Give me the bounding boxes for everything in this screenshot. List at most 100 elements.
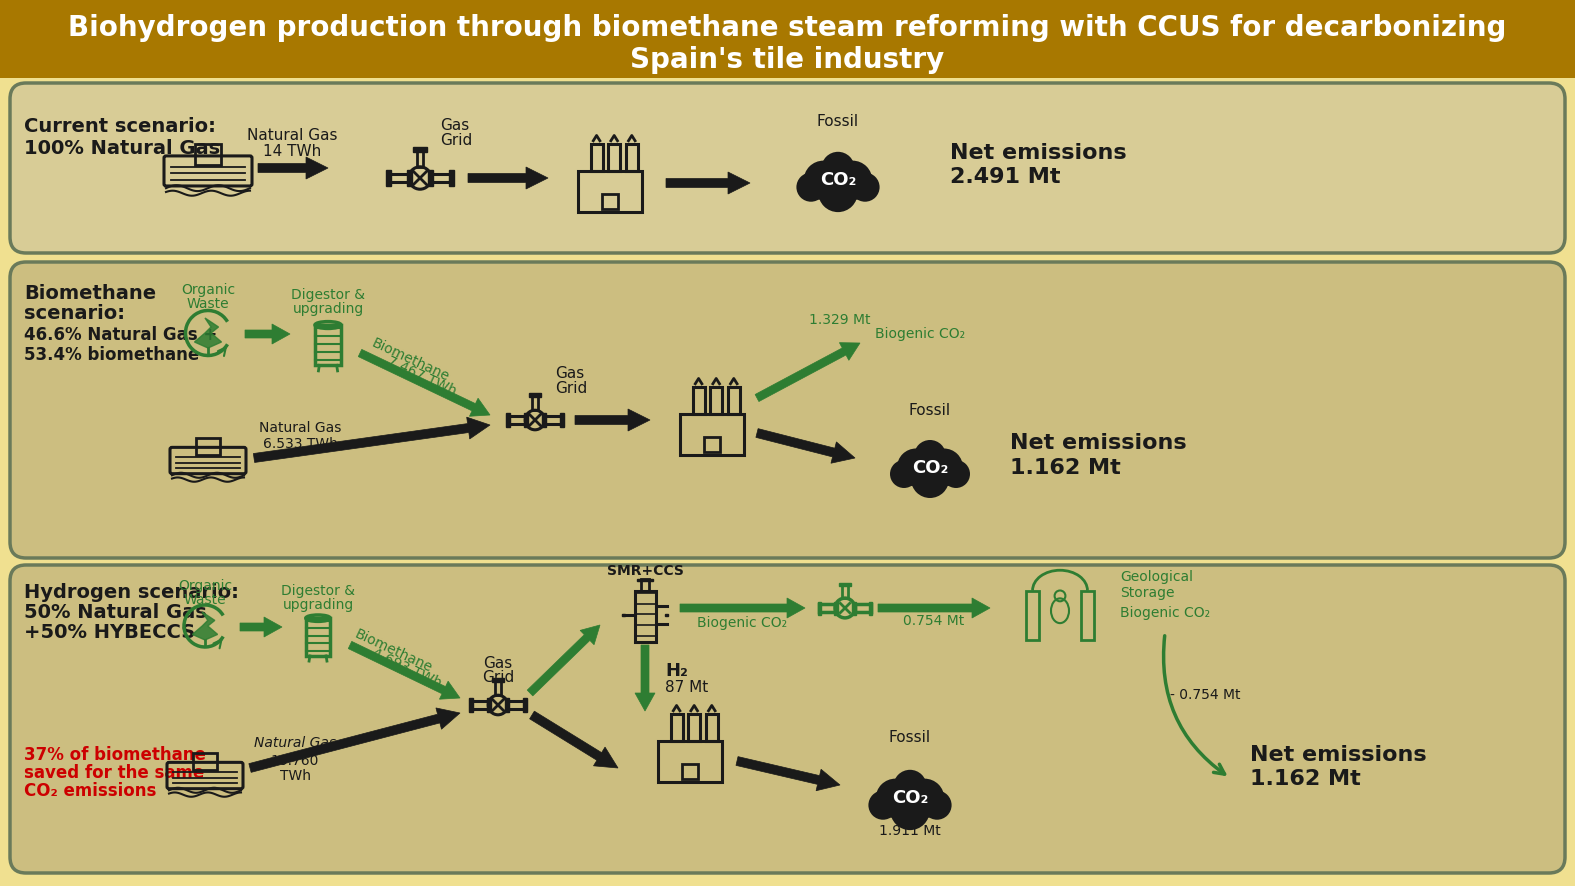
Bar [529, 393, 542, 397]
Text: Net emissions: Net emissions [950, 143, 1126, 163]
Bar [487, 698, 491, 712]
Bar [622, 614, 625, 616]
FancyArrow shape [348, 641, 460, 699]
Bar [507, 701, 526, 709]
Text: Organic: Organic [181, 283, 235, 297]
FancyArrow shape [575, 409, 650, 431]
FancyArrow shape [239, 617, 282, 637]
Bar [417, 149, 424, 167]
Bar [658, 741, 721, 781]
Text: Storage: Storage [1120, 586, 1175, 600]
Bar [506, 698, 509, 712]
FancyBboxPatch shape [9, 262, 1566, 558]
Bar [315, 325, 342, 365]
Circle shape [942, 460, 970, 488]
Text: 14 TWh: 14 TWh [263, 144, 321, 159]
Text: Biogenic CO₂: Biogenic CO₂ [1120, 606, 1210, 620]
Text: 4.693 TWh: 4.693 TWh [370, 646, 444, 690]
Text: Organic: Organic [178, 579, 232, 593]
Bar [839, 582, 850, 586]
Bar [693, 387, 704, 414]
Text: Digestor &: Digestor & [291, 288, 365, 302]
Bar [704, 437, 720, 453]
Text: 7.467 TWh: 7.467 TWh [386, 354, 458, 398]
Bar [625, 144, 638, 171]
Bar [641, 579, 649, 591]
Text: Biogenic CO₂: Biogenic CO₂ [876, 327, 965, 341]
Bar [306, 618, 331, 656]
Circle shape [803, 160, 843, 200]
Bar [578, 171, 641, 212]
Circle shape [898, 448, 936, 486]
Text: Biomethane: Biomethane [24, 284, 156, 302]
Bar [665, 614, 668, 616]
Text: CO₂: CO₂ [891, 789, 928, 807]
FancyArrow shape [249, 708, 460, 773]
Circle shape [797, 173, 825, 202]
FancyArrow shape [358, 349, 490, 416]
Text: Geological: Geological [1120, 570, 1192, 584]
Text: 1.329 Mt: 1.329 Mt [810, 313, 871, 327]
Bar [428, 170, 433, 186]
Text: 1.162 Mt: 1.162 Mt [1251, 769, 1361, 789]
Text: Natural Gas: Natural Gas [258, 421, 342, 435]
Text: 87 Mt: 87 Mt [665, 680, 709, 695]
FancyArrow shape [254, 417, 490, 462]
Text: Natural Gas: Natural Gas [247, 128, 337, 143]
Bar [507, 416, 524, 424]
FancyArrow shape [666, 172, 750, 194]
Circle shape [833, 160, 873, 200]
Bar [636, 579, 654, 580]
FancyArrow shape [246, 324, 290, 344]
Text: 50% Natural Gas: 50% Natural Gas [24, 603, 206, 623]
Text: 100% Natural Gas: 100% Natural Gas [24, 138, 220, 158]
Text: 6.533 TWh: 6.533 TWh [263, 437, 337, 451]
Text: SMR+CCS: SMR+CCS [606, 564, 684, 578]
Bar [545, 416, 562, 424]
Bar [869, 602, 873, 615]
FancyArrow shape [754, 343, 860, 401]
Bar [542, 413, 547, 427]
Text: CO₂: CO₂ [912, 458, 948, 477]
Text: Net emissions: Net emissions [1251, 745, 1427, 765]
Bar [523, 698, 528, 712]
Text: Grid: Grid [439, 133, 472, 147]
FancyBboxPatch shape [0, 0, 1575, 78]
Text: Net emissions: Net emissions [1010, 433, 1186, 453]
Bar [819, 604, 835, 611]
Bar [680, 414, 743, 455]
Bar [591, 144, 603, 171]
Bar [855, 604, 871, 611]
Bar [852, 602, 855, 615]
FancyArrow shape [258, 157, 328, 179]
Bar [197, 438, 219, 455]
Circle shape [850, 173, 879, 202]
FancyArrow shape [877, 598, 991, 618]
Circle shape [821, 152, 855, 185]
Circle shape [868, 790, 898, 820]
FancyArrow shape [756, 429, 855, 463]
Text: Biomethane: Biomethane [351, 627, 435, 675]
Text: Natural Gas: Natural Gas [254, 736, 335, 750]
Bar [561, 413, 564, 427]
Text: saved for the same: saved for the same [24, 764, 205, 782]
FancyArrow shape [528, 625, 600, 696]
Bar [843, 584, 847, 598]
Text: H₂: H₂ [665, 662, 688, 680]
Bar [469, 701, 488, 709]
FancyBboxPatch shape [9, 83, 1566, 253]
Bar [413, 147, 427, 152]
Text: Digestor &: Digestor & [280, 584, 354, 598]
Text: Biohydrogen production through biomethane steam reforming with CCUS for decarbon: Biohydrogen production through biomethan… [68, 14, 1506, 42]
Circle shape [910, 460, 950, 498]
Bar [387, 174, 410, 183]
Text: Current scenario:: Current scenario: [24, 116, 216, 136]
Bar [506, 413, 510, 427]
Bar [491, 678, 504, 682]
Text: 37% of biomethane: 37% of biomethane [24, 746, 206, 764]
Text: Fossil: Fossil [817, 113, 858, 128]
Text: 10.760: 10.760 [271, 754, 320, 768]
Bar [532, 395, 537, 410]
Text: Gas: Gas [439, 118, 469, 133]
Polygon shape [194, 318, 222, 348]
